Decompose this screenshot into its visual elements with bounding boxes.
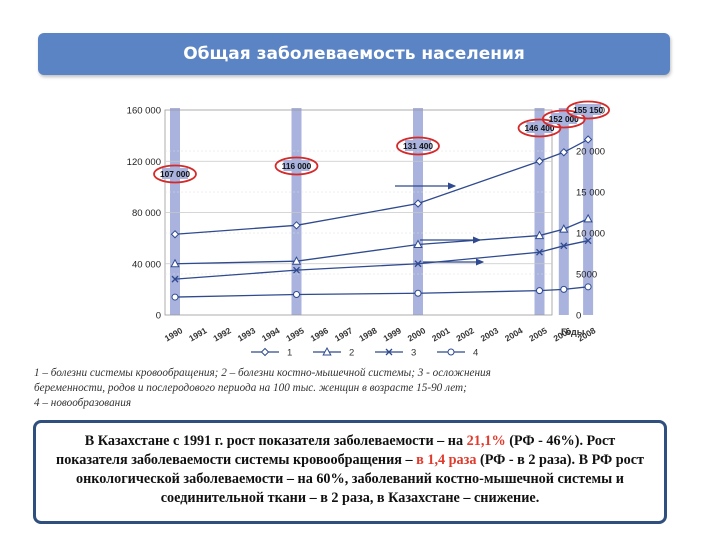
series-3-point-1990 (171, 275, 179, 283)
series-4-point-1995 (293, 291, 300, 298)
series-2-point-1995 (291, 256, 302, 265)
series-3-point-2000 (414, 260, 422, 268)
caption-line-1: 1 – болезни системы кровообращения; 2 – … (34, 367, 491, 379)
x-tick-label-1998: 1998 (357, 325, 379, 343)
left-tick-label: 0 (156, 311, 161, 322)
year-band-2005 (534, 108, 545, 315)
series-1-point-2008 (583, 135, 593, 144)
year-band-1995 (291, 108, 302, 315)
x-tick-label-2003: 2003 (479, 325, 501, 343)
summary-text-1: В Казахстане с 1991 г. рост показателя з… (84, 433, 467, 449)
x-tick-label-1993: 1993 (236, 325, 258, 343)
x-tick-label-1999: 1999 (382, 325, 404, 343)
x-tick-label-1991: 1991 (187, 325, 209, 343)
left-tick-label: 80 000 (132, 208, 161, 219)
caption-line-2: беременности, родов и послеродового пери… (34, 382, 467, 394)
annotation-label-2000: 131 400 (403, 141, 433, 151)
annotation-bg-2008 (575, 104, 602, 115)
annotation-bg-1995 (283, 160, 310, 171)
annotation-oval-1990 (153, 164, 197, 184)
legend-label-1: 1 (287, 348, 292, 359)
right-tick-label: 0 (576, 311, 581, 322)
series-4-line (174, 286, 589, 298)
slide-title: Общая заболеваемость населения (38, 33, 670, 75)
series-3-point-2006 (560, 242, 568, 250)
annotation-label-2006: 152 000 (549, 114, 579, 124)
series-1-point-2005 (535, 157, 544, 166)
series-3-point-1995 (293, 266, 300, 274)
series-1-line (174, 138, 589, 235)
series-1-point-2006 (559, 148, 569, 157)
right-tick-label: 10 000 (576, 229, 605, 240)
annotation-label-1995: 116 000 (282, 161, 312, 171)
series-1-point-2000 (413, 199, 423, 208)
annotation-bg-2000 (405, 140, 431, 151)
legend-marker-3 (385, 348, 393, 356)
x-tick-label-1996: 1996 (309, 325, 331, 343)
annotation-label-2005: 146 400 (525, 123, 555, 133)
legend-marker-2 (322, 346, 332, 356)
series-2-point-2005 (534, 230, 545, 240)
annotation-label-1990: 107 000 (160, 169, 190, 179)
annotation-oval-1995 (274, 156, 319, 176)
summary-highlight-2: в 1,4 раза (416, 452, 477, 468)
annotation-oval-2000 (396, 136, 440, 156)
x-tick-label-2005: 2005 (527, 325, 549, 343)
series-2-point-2000 (413, 239, 423, 249)
x-tick-label-1997: 1997 (333, 325, 355, 343)
legend-label-2: 2 (349, 348, 354, 359)
x-tick-label-2000: 2000 (406, 325, 428, 343)
series-2-line (174, 218, 589, 265)
chart-caption: 1 – болезни системы кровообращения; 2 – … (34, 366, 674, 411)
legend-marker-4 (447, 348, 455, 356)
annotation-bg-2006 (550, 113, 577, 124)
x-tick-label-1995: 1995 (284, 325, 306, 343)
right-tick-label: 5000 (576, 270, 597, 281)
series-3-line (174, 240, 589, 280)
right-tick-label: 15 000 (576, 188, 605, 199)
x-tick-label-2001: 2001 (430, 325, 452, 343)
x-unit-label: Годы (561, 327, 585, 337)
year-band-2000 (413, 108, 423, 315)
left-tick-label: 120 000 (127, 157, 161, 168)
summary-highlight-1: 21,1% (466, 433, 506, 449)
series-4-point-2000 (414, 289, 422, 297)
summary-text-2: (РФ - 46%). Рост показателя заболеваемос… (56, 433, 616, 468)
series-1-point-1990 (170, 230, 180, 239)
legend-label-4: 4 (473, 348, 478, 359)
x-tick-label-2002: 2002 (454, 325, 476, 343)
series-2-point-2008 (583, 213, 593, 223)
right-tick-label: 20 000 (576, 147, 605, 158)
series-4-point-2006 (560, 285, 568, 293)
annotation-bg-1990 (162, 168, 188, 179)
series-4-point-2008 (584, 283, 592, 291)
x-tick-label-1990: 1990 (163, 325, 185, 343)
series-2-point-1990 (170, 258, 180, 268)
year-band-2006 (558, 108, 569, 315)
caption-line-3: 4 – новообразования (34, 397, 132, 409)
annotation-oval-2008 (566, 100, 610, 120)
series-2-point-2006 (559, 224, 569, 233)
summary-text-3: (РФ - в 2 раза). В РФ рост онкологическо… (76, 452, 644, 506)
year-band-1990 (170, 108, 180, 315)
legend-marker-1 (260, 347, 270, 357)
legend-label-3: 3 (411, 348, 416, 359)
series-4-point-2005 (536, 287, 543, 295)
series-3-point-2005 (536, 248, 543, 256)
series-4-point-1990 (171, 293, 179, 301)
year-band-2008 (583, 108, 594, 315)
summary-box: В Казахстане с 1991 г. рост показателя з… (33, 420, 667, 524)
annotation-label-2008: 155 150 (573, 105, 603, 115)
left-tick-label: 40 000 (132, 259, 161, 270)
series-1-point-1995 (292, 221, 301, 230)
left-tick-label: 160 000 (127, 106, 161, 117)
x-tick-label-1992: 1992 (211, 325, 233, 343)
series-3-point-2008 (584, 237, 592, 245)
annotation-bg-2005 (526, 122, 553, 133)
x-tick-label-1994: 1994 (260, 325, 282, 343)
x-tick-label-2004: 2004 (503, 325, 525, 343)
